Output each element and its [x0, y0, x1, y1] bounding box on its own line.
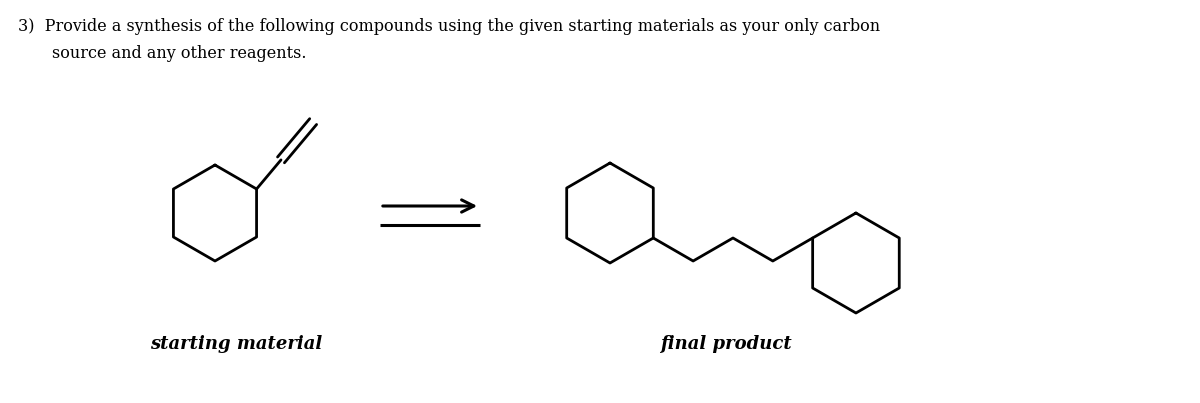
Text: final product: final product [660, 335, 792, 353]
Text: source and any other reagents.: source and any other reagents. [52, 45, 306, 62]
Text: 3)  Provide a synthesis of the following compounds using the given starting mate: 3) Provide a synthesis of the following … [18, 18, 880, 35]
Text: starting material: starting material [150, 335, 323, 353]
